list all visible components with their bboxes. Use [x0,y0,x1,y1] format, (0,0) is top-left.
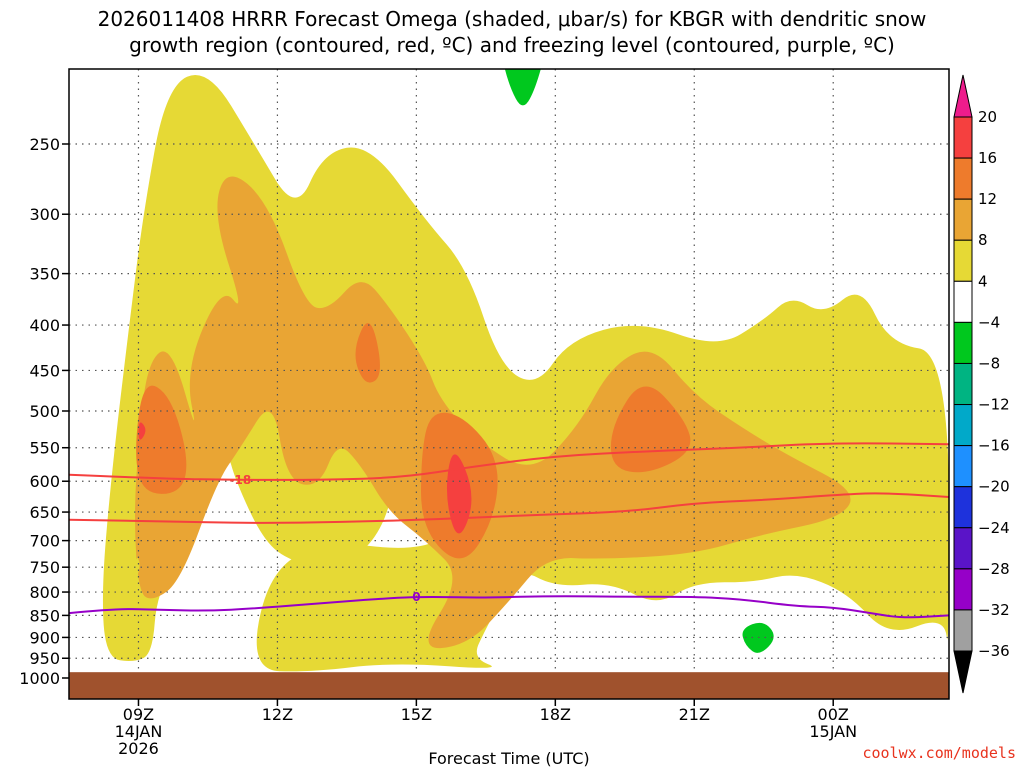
credit-watermark: coolwx.com/models [862,744,1016,762]
gridlines [69,69,949,699]
colorbar-swatch-4 [953,280,973,323]
y-tick-label-300: 300 [29,205,60,224]
x-tick-date-00Z: 15JAN [809,722,857,741]
colorbar-label-8: −16 [978,437,1010,455]
contour-label-2: 0 [412,590,420,604]
colorbar-swatch-3 [953,239,973,282]
y-tick-label-400: 400 [29,316,60,335]
colorbar-swatch-2 [953,198,973,241]
y-tick-label-950: 950 [29,649,60,668]
x-tick-year-09Z: 2026 [118,739,159,758]
colorbar-swatch-6 [953,362,973,406]
y-axis-pressure: 250 300 350 400 450 500 550 600 650 700 750 800 850 9… [19,135,69,688]
colorbar-swatch-10 [953,527,973,570]
y-tick-label-600: 600 [29,472,60,491]
colorbar-label-1: 16 [978,149,997,167]
omega-region-7 [138,422,146,440]
y-tick-label-500: 500 [29,402,60,421]
colorbar-label-2: 12 [978,190,997,208]
colorbar-swatch-1 [953,157,973,200]
omega-region-1 [135,176,851,649]
colorbar-label-9: −20 [978,478,1010,496]
colorbar-swatch-12 [953,609,973,652]
colorbar-label-7: −12 [978,396,1010,414]
x-tick-label-18Z: 18Z [540,705,571,724]
x-tick-date-09Z: 14JAN [115,722,163,741]
colorbar-label-12: −32 [978,601,1010,619]
colorbar-label-13: −36 [978,642,1010,660]
chart-title-line2: growth region (contoured, red, ºC) and f… [129,33,895,57]
colorbar-bottom-arrow [953,650,973,694]
colorbar-label-5: −4 [978,313,1000,331]
omega-region-6 [446,454,472,534]
y-tick-label-1000: 1000 [19,669,60,688]
y-tick-label-650: 650 [29,503,60,522]
x-tick-label-12Z: 12Z [262,705,293,724]
x-tick-label-15Z: 15Z [401,705,432,724]
contour-line-0 [69,442,949,481]
contour-label-0: -18 [230,473,252,487]
y-tick-label-800: 800 [29,583,60,602]
colorbar-swatch-11 [953,568,973,611]
plot-area: -18 0 [69,69,949,699]
colorbar-swatch-8 [953,445,973,488]
omega-region-2 [136,385,187,494]
y-tick-label-850: 850 [29,606,60,625]
colorbar-label-0: 20 [978,108,997,126]
colorbar-label-11: −28 [978,560,1010,578]
colorbar-label-4: 4 [978,272,988,290]
ground-terrain [69,672,949,699]
colorbar: 20 16 12 8 4 −4 −8 −12 −16 −20 −24 −28 −32 −36 [953,74,1010,694]
chart-title-line1: 2026011408 HRRR Forecast Omega (shaded, … [98,7,927,31]
omega-region-3 [355,323,380,383]
x-tick-label-00Z: 00Z [818,705,849,724]
y-tick-label-700: 700 [29,532,60,551]
y-tick-label-350: 350 [29,265,60,284]
colorbar-swatch-9 [953,486,973,529]
colorbar-swatch-5 [953,321,973,364]
colorbar-label-6: −8 [978,354,1000,372]
y-tick-label-250: 250 [29,135,60,154]
contour-line-2 [69,595,949,619]
omega-region-9 [504,69,541,106]
y-tick-label-900: 900 [29,628,60,647]
y-tick-label-750: 750 [29,558,60,577]
colorbar-swatch-0 [953,116,973,159]
y-tick-label-450: 450 [29,361,60,380]
x-axis-label: Forecast Time (UTC) [428,749,589,768]
plot-frame [68,68,950,700]
temperature-contours: -18 0 [69,442,949,619]
y-tick-label-550: 550 [29,439,60,458]
contour-line-1 [69,492,949,524]
colorbar-label-3: 8 [978,231,988,249]
colorbar-top-arrow [953,74,973,118]
x-tick-label-21Z: 21Z [679,705,710,724]
x-tick-label-09Z: 09Z [123,705,154,724]
colorbar-label-10: −24 [978,519,1010,537]
colorbar-swatch-7 [953,404,973,447]
